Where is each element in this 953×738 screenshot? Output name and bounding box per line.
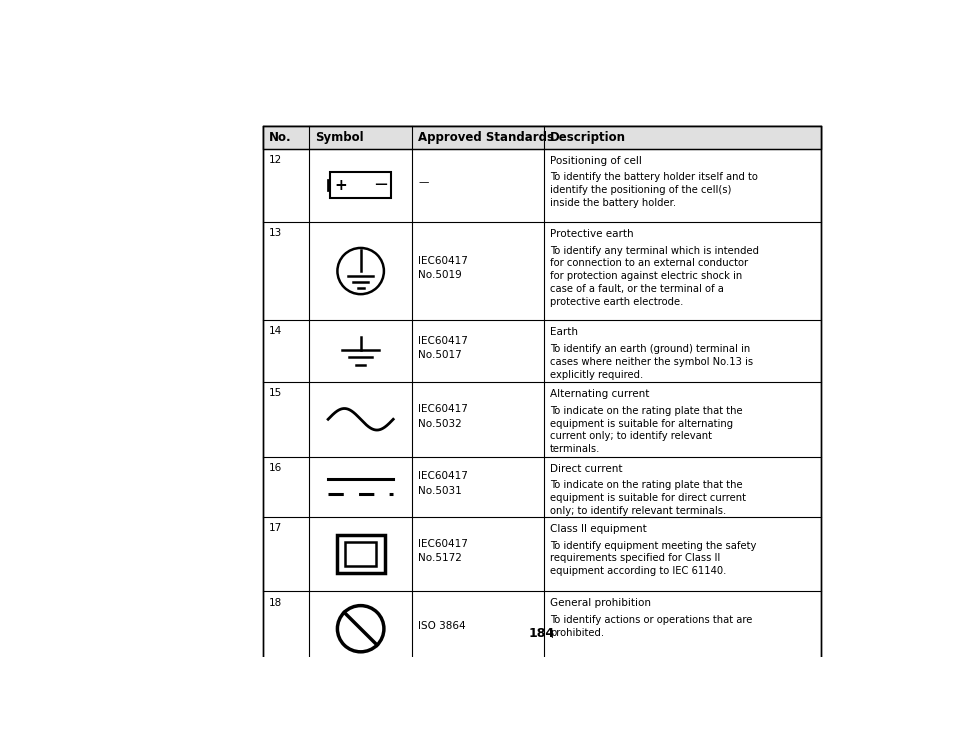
Bar: [336, 535, 384, 573]
Bar: [345, 542, 375, 565]
Text: Class II equipment: Class II equipment: [550, 523, 646, 534]
Text: IEC60417
No.5017: IEC60417 No.5017: [418, 336, 468, 360]
Text: To identify actions or operations that are
prohibited.: To identify actions or operations that a…: [550, 615, 752, 638]
Text: ISO 3864: ISO 3864: [418, 621, 465, 631]
Text: 18: 18: [269, 598, 282, 607]
Text: Direct current: Direct current: [550, 463, 622, 474]
Text: IEC60417
No.5032: IEC60417 No.5032: [418, 404, 468, 429]
Text: Protective earth: Protective earth: [550, 229, 633, 238]
Text: 16: 16: [269, 463, 282, 473]
Text: To identify the battery holder itself and to
identify the positioning of the cel: To identify the battery holder itself an…: [550, 173, 758, 208]
Text: Approved Standards: Approved Standards: [418, 131, 554, 144]
Text: To identify equipment meeting the safety
requirements specified for Class II
equ: To identify equipment meeting the safety…: [550, 540, 756, 576]
Bar: [262, 125, 820, 666]
Text: No.: No.: [269, 131, 292, 144]
Text: To identify an earth (ground) terminal in
cases where neither the symbol No.13 i: To identify an earth (ground) terminal i…: [550, 344, 753, 380]
Text: IEC60417
No.5031: IEC60417 No.5031: [418, 471, 468, 496]
Bar: [262, 125, 820, 148]
Text: Alternating current: Alternating current: [550, 389, 649, 399]
Text: +: +: [334, 178, 347, 193]
Text: 13: 13: [269, 228, 282, 238]
Text: Symbol: Symbol: [315, 131, 363, 144]
Text: IEC60417
No.5019: IEC60417 No.5019: [418, 255, 468, 280]
Text: 184: 184: [528, 627, 554, 641]
Text: 12: 12: [269, 155, 282, 165]
Text: 14: 14: [269, 326, 282, 337]
Text: General prohibition: General prohibition: [550, 599, 651, 608]
Text: To identify any terminal which is intended
for connection to an external conduct: To identify any terminal which is intend…: [550, 246, 759, 307]
Text: To indicate on the rating plate that the
equipment is suitable for direct curren: To indicate on the rating plate that the…: [550, 480, 745, 516]
Circle shape: [337, 606, 383, 652]
Circle shape: [337, 248, 383, 294]
Text: —: —: [418, 177, 428, 187]
Bar: [326, 179, 330, 191]
Text: 15: 15: [269, 388, 282, 398]
Text: −: −: [373, 176, 388, 194]
Bar: [330, 173, 391, 198]
Text: To indicate on the rating plate that the
equipment is suitable for alternating
c: To indicate on the rating plate that the…: [550, 406, 742, 454]
Text: 17: 17: [269, 523, 282, 533]
Text: Positioning of cell: Positioning of cell: [550, 156, 641, 165]
Text: IEC60417
No.5172: IEC60417 No.5172: [418, 539, 468, 563]
Text: Earth: Earth: [550, 327, 578, 337]
Text: Description: Description: [550, 131, 625, 144]
